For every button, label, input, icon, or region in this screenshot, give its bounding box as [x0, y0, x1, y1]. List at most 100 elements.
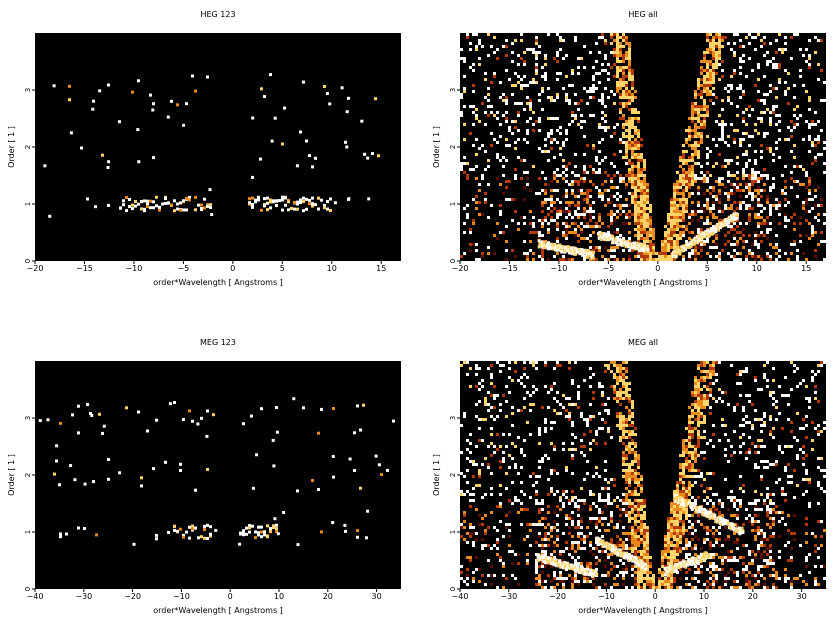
heatmap-cell [689, 245, 693, 248]
heatmap-cell [469, 559, 472, 562]
heatmap-cell [682, 204, 685, 207]
heatmap-cell [694, 234, 697, 237]
heatmap-cell [781, 51, 784, 54]
heatmap-cell [739, 505, 742, 508]
heatmap-cell [745, 108, 748, 111]
heatmap-cell [508, 78, 511, 81]
heatmap-cell [622, 415, 625, 418]
heatmap-cell [487, 114, 490, 117]
heatmap-cell [170, 99, 173, 103]
heatmap-cell [610, 586, 613, 589]
heatmap-cell [589, 580, 592, 583]
heatmap-cell [101, 431, 104, 435]
heatmap-cell [721, 132, 724, 135]
heatmap-cell [610, 90, 613, 93]
heatmap-cell [595, 159, 598, 162]
heatmap-cell [631, 81, 634, 84]
heatmap-cell [685, 475, 688, 478]
heatmap-cell [541, 234, 544, 237]
heatmap-cell [709, 186, 712, 189]
heatmap-cell [697, 580, 700, 583]
heatmap-cell [493, 72, 496, 75]
heatmap-cell [616, 171, 619, 174]
heatmap-cell [248, 201, 251, 205]
heatmap-cell [733, 556, 736, 559]
heatmap-cell [284, 203, 287, 207]
heatmap-cell [553, 219, 556, 222]
heatmap-cell [475, 445, 478, 448]
heatmap-cell [709, 207, 712, 210]
heatmap-cell [568, 517, 571, 520]
heatmap-cell [703, 102, 706, 105]
heatmap-cell [356, 535, 359, 539]
heatmap-cell [670, 586, 673, 589]
heatmap-cell [559, 39, 562, 42]
heatmap-cell [694, 123, 697, 126]
heatmap-cell [568, 361, 571, 364]
heatmap-cell [505, 54, 508, 57]
heatmap-cell [577, 183, 580, 186]
heatmap-cell [569, 248, 573, 252]
heatmap-cell [775, 252, 778, 255]
heatmap-cell [625, 478, 628, 481]
heatmap-cell [717, 228, 721, 232]
heatmap-cell [742, 571, 745, 574]
heatmap-cell [712, 361, 715, 364]
heatmap-cell [526, 535, 529, 538]
heatmap-cell [622, 379, 625, 382]
heatmap-cell [742, 168, 745, 171]
heatmap-cell [535, 562, 538, 565]
heatmap-cell [466, 439, 469, 442]
heatmap-cell [697, 403, 700, 406]
heatmap-cell [640, 192, 643, 195]
heatmap-cell [682, 508, 685, 511]
heatmap-cell [703, 415, 706, 418]
heatmap-cell [565, 93, 568, 96]
heatmap-cell [673, 532, 676, 535]
heatmap-cell [538, 93, 541, 96]
heatmap-cell [628, 192, 631, 195]
heatmap-cell [487, 526, 490, 529]
heatmap-cell [296, 543, 300, 547]
heatmap-cell [763, 102, 766, 105]
heatmap-cell [643, 526, 646, 529]
heatmap-cell [622, 126, 625, 129]
heatmap-cell [645, 244, 649, 248]
heatmap-cell [266, 196, 269, 200]
heatmap-cell [589, 505, 592, 508]
heatmap-cell [598, 36, 601, 39]
heatmap-cell [622, 397, 625, 400]
heatmap-cell [191, 74, 194, 78]
heatmap-cell [478, 472, 481, 475]
heatmap-cell [149, 199, 152, 203]
heatmap-cell [646, 198, 649, 201]
heatmap-cell [469, 526, 472, 529]
heatmap-cell [700, 93, 703, 96]
heatmap-cell [505, 258, 508, 261]
heatmap-cell [598, 189, 601, 192]
heatmap-cell [736, 541, 739, 544]
heatmap-cell [622, 454, 625, 457]
heatmap-cell [484, 418, 487, 421]
heatmap-cell [637, 577, 640, 580]
heatmap-cell [706, 496, 709, 499]
heatmap-cell [814, 111, 817, 114]
heatmap-cell [628, 442, 631, 445]
heatmap-cell [634, 228, 637, 231]
heatmap-cell [676, 547, 679, 550]
heatmap-cell [790, 120, 793, 123]
heatmap-cell [622, 421, 625, 424]
heatmap-cell [685, 448, 688, 451]
heatmap-cell [781, 189, 784, 192]
heatmap-cell [682, 183, 685, 186]
heatmap-cell [703, 90, 706, 93]
heatmap-cell [565, 195, 568, 198]
heatmap-cell [733, 406, 736, 409]
heatmap-cell [757, 78, 760, 81]
heatmap-cell [694, 412, 697, 415]
heatmap-cell [125, 406, 128, 410]
heatmap-cell [520, 409, 523, 412]
heatmap-cell [721, 36, 724, 39]
heatmap-cell [472, 33, 475, 36]
heatmap-cell [275, 430, 279, 434]
